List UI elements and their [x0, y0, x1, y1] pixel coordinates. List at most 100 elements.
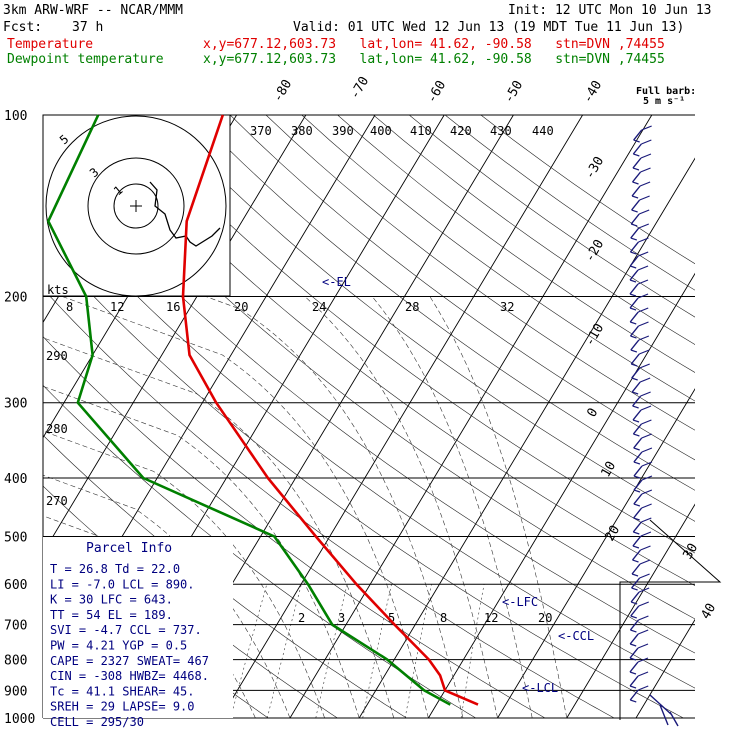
wind-barb-flag [631, 363, 638, 367]
theta-label: 280 [46, 422, 68, 436]
mixing-ratio-label: 2 [298, 611, 305, 625]
wind-barb-flag [632, 419, 640, 423]
hodograph-axis-label: 12 [110, 300, 124, 314]
wind-barb [630, 605, 640, 617]
wind-barb [632, 521, 642, 533]
wind-barb-feather [637, 671, 649, 677]
wind-barb [629, 619, 639, 631]
wind-barb [632, 143, 642, 155]
wind-barb-flag [633, 461, 641, 465]
isotherm-line [43, 115, 307, 554]
mixing-ratio-label: 8 [440, 611, 447, 625]
hodograph-ring [45, 115, 227, 297]
isotherm-line [220, 115, 583, 718]
wind-barb [632, 423, 642, 435]
wind-barb-flag [631, 377, 638, 381]
wind-barb-flag [632, 545, 640, 549]
level-annotation: <-CCL [558, 629, 594, 643]
theta-label: 370 [250, 124, 272, 138]
wind-barb-feather [641, 517, 652, 523]
wind-barb-feather [638, 685, 649, 691]
isotherm-line [705, 115, 740, 718]
wind-barb-feather [640, 405, 652, 411]
parcel-info-box: T = 26.8 Td = 22.0LI = -7.0 LCL = 890. K … [43, 537, 233, 729]
dry-adiabat-line [50, 115, 695, 620]
wind-barb-flag [630, 601, 638, 605]
barb-legend-line2: 5 m s⁻¹ [643, 96, 685, 107]
wind-barb [630, 227, 640, 239]
mixing-ratio-line [404, 584, 432, 718]
wind-barb-flag [631, 195, 639, 199]
theta-label: 430 [490, 124, 512, 138]
dry-adiabat-line [194, 115, 695, 491]
temperature-legend: Temperature [7, 37, 94, 52]
wind-barb-feather [638, 321, 649, 327]
wind-barb [629, 633, 639, 645]
parcel-info-row: CIN = -308 HWBZ= 4468. [50, 669, 209, 683]
surface-wind-barb [649, 694, 679, 727]
wind-barb-flag [629, 293, 637, 297]
parcel-info-row: SREH = 29 LAPSE= 9.0 [50, 700, 195, 714]
valid-time: Valid: 01 UTC Wed 12 Jun 13 (19 MDT Tue … [293, 20, 685, 35]
dry-adiabat-line [43, 288, 615, 718]
wind-barb-flag [632, 559, 639, 563]
dry-adiabat-line [43, 149, 695, 654]
forecast-hour: 37 h [72, 20, 104, 35]
wind-barb [633, 437, 643, 449]
wind-barb-flag [630, 615, 637, 619]
wind-barb-flag [630, 629, 637, 633]
pressure-label: 200 [4, 291, 27, 306]
wind-barb [629, 311, 639, 323]
parcel-info-title: Parcel Info [86, 541, 172, 556]
wind-barb-flag [630, 335, 637, 339]
temperature-axis-label: -60 [424, 78, 449, 106]
temperature-axis-label: -80 [270, 77, 295, 105]
dry-adiabat-line [301, 115, 695, 402]
wind-barb [629, 689, 639, 701]
isotherm-line [635, 618, 695, 718]
dry-adiabat-line [86, 115, 695, 586]
wind-barb-feather [641, 503, 652, 509]
hodograph-ring [113, 183, 159, 229]
dry-adiabat-line [122, 115, 695, 554]
dry-adiabat-line [373, 115, 695, 345]
wind-barb-flag [632, 405, 639, 409]
barb-panel-outline [619, 519, 722, 720]
wind-barb-feather [639, 363, 650, 369]
wind-barb-flag [633, 489, 641, 493]
hodograph-axis-label: 28 [405, 300, 419, 314]
wind-barb-feather [637, 265, 649, 271]
temperature-axis-label: 20 [602, 523, 623, 544]
parcel-info-row: SVI = -4.7 CCL = 737. [50, 623, 202, 637]
parcel-info-background [43, 537, 233, 718]
theta-label: 380 [291, 124, 313, 138]
dry-adiabat-line [43, 194, 695, 689]
parcel-info-row: K = 30 LFC = 643. [50, 593, 173, 607]
wind-barb-feather [639, 349, 650, 355]
wind-barb [629, 255, 639, 267]
wind-barb-flag [629, 671, 637, 675]
wind-barb [632, 157, 642, 169]
wind-barb-feather [638, 601, 649, 607]
temperature-axis-label: -30 [582, 154, 607, 182]
wind-barb [631, 563, 641, 575]
wind-barb-feather [637, 293, 649, 299]
dry-adiabat-line [158, 115, 695, 522]
wind-barb-flag [631, 587, 638, 591]
wind-barb-feather [638, 307, 649, 313]
dewpoint-location: x,y=677.12,603.73 lat,lon= 41.62, -90.58… [203, 52, 665, 67]
wind-barb-flag [630, 321, 637, 325]
wind-barb-flag [630, 265, 637, 269]
wind-barb [629, 325, 640, 337]
pressure-label: 900 [4, 684, 27, 699]
wind-barb-feather [639, 377, 651, 383]
isotherm-line [358, 157, 695, 718]
wind-barb-flag [632, 167, 640, 171]
wind-barb [633, 129, 643, 141]
wind-barb-flag [633, 447, 640, 451]
parcel-info-row: LI = -7.0 LCL = 890. [50, 577, 195, 591]
wind-barb-feather [637, 251, 649, 257]
temperature-location: x,y=677.12,603.73 lat,lon= 41.62, -90.58… [203, 37, 665, 52]
hodograph-axis-label: 8 [66, 300, 73, 314]
